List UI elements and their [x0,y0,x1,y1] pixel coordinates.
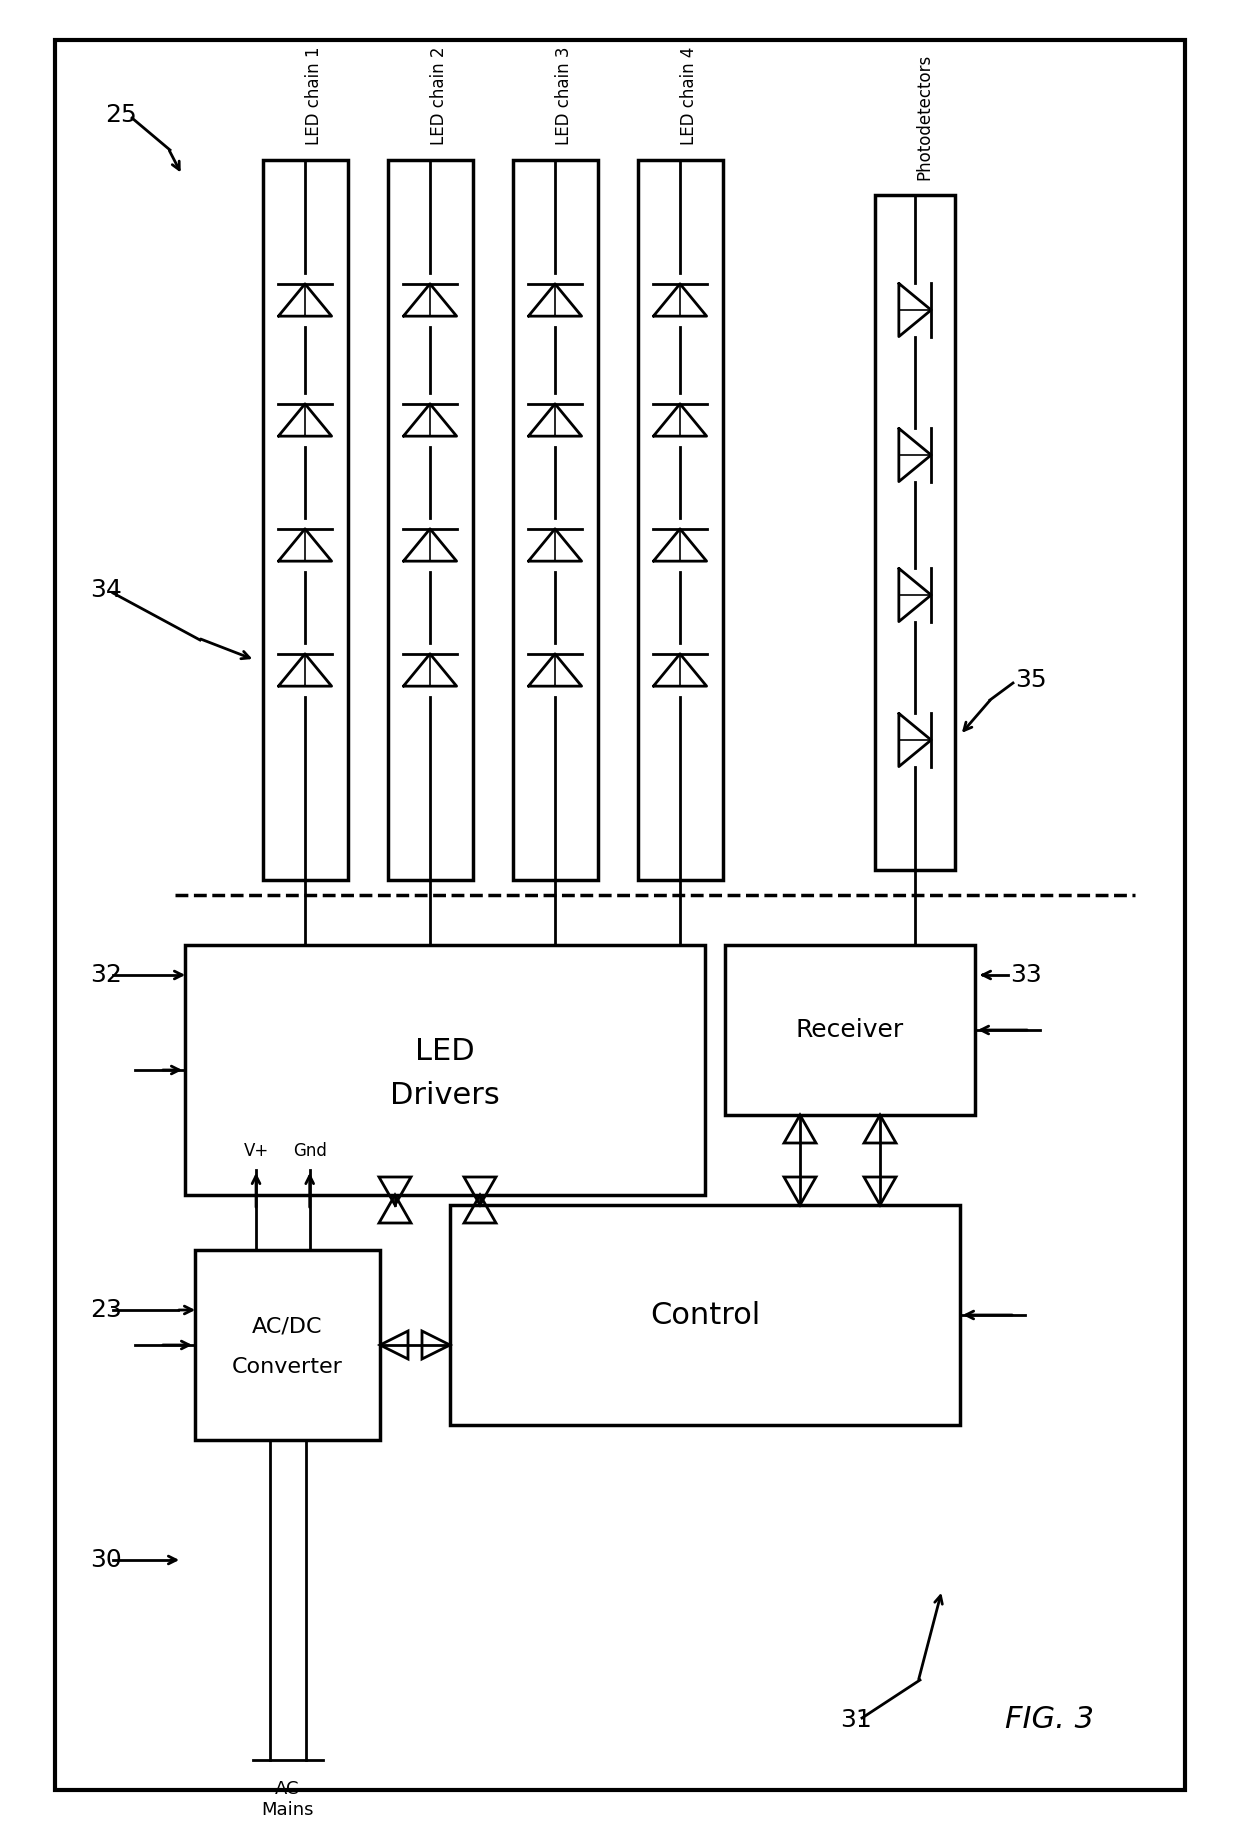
Bar [185,944,706,1196]
Text: AC/DC: AC/DC [252,1317,322,1337]
Bar [450,1205,960,1426]
Text: 33: 33 [1011,963,1042,986]
Text: 25: 25 [105,103,136,127]
Text: 32: 32 [91,963,122,986]
Text: LED chain 4: LED chain 4 [680,46,698,145]
Text: 23: 23 [91,1299,122,1323]
Bar [175,909,1135,1775]
Bar [725,944,975,1115]
Text: V+: V+ [243,1143,269,1159]
Text: FIG. 3: FIG. 3 [1004,1705,1094,1734]
Bar [513,160,598,880]
Bar [175,64,1135,900]
Text: Receiver: Receiver [796,1018,904,1042]
Text: Drivers: Drivers [391,1080,500,1110]
Bar [639,160,723,880]
Text: AC
Mains: AC Mains [262,1780,314,1819]
Text: 30: 30 [91,1549,122,1572]
Text: Converter: Converter [232,1358,343,1378]
Text: 31: 31 [839,1708,872,1732]
Bar [875,195,955,871]
Text: LED chain 1: LED chain 1 [305,46,322,145]
Text: 35: 35 [1016,669,1047,693]
Bar [195,1249,379,1440]
Text: Control: Control [650,1301,760,1330]
Bar [263,160,348,880]
Text: 34: 34 [91,579,122,603]
Bar [388,160,472,880]
Text: Photodetectors: Photodetectors [915,53,932,180]
Text: LED chain 2: LED chain 2 [430,46,448,145]
Text: LED chain 3: LED chain 3 [556,46,573,145]
Text: LED: LED [415,1038,475,1067]
Text: Gnd: Gnd [293,1143,326,1159]
